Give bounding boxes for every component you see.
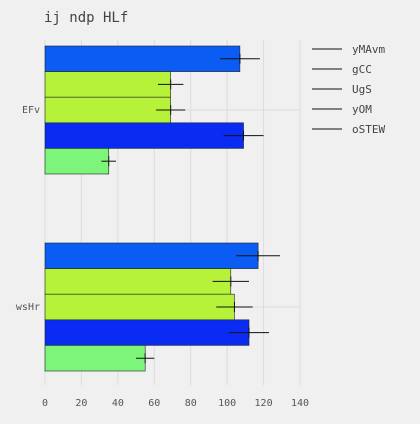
- legend-label: yOM: [352, 103, 372, 116]
- bar: [44, 293, 235, 321]
- bar: [44, 345, 146, 372]
- bar: [44, 45, 241, 72]
- x-tick-label: 40: [112, 398, 124, 409]
- legend-label: gCC: [352, 63, 372, 76]
- bar: [44, 96, 171, 124]
- category-label: wsHr: [16, 302, 40, 313]
- x-tick-labels: 0 20 40 60 80 100 120 140: [42, 398, 309, 409]
- legend-label: yMAvm: [352, 43, 385, 56]
- bar: [44, 122, 244, 149]
- x-tick-label: 20: [75, 398, 87, 409]
- legend: yMAvm gCC UgS yOM oSTEW: [312, 43, 385, 136]
- legend-label: oSTEW: [352, 123, 385, 136]
- bar: [44, 242, 259, 269]
- bar: [44, 268, 232, 295]
- x-tick-label: 60: [148, 398, 160, 409]
- bar: [44, 319, 250, 346]
- x-tick-label: 0: [42, 398, 48, 409]
- category-label: EFv: [22, 105, 40, 116]
- category-labels: EFv wsHr: [16, 105, 40, 313]
- x-tick-label: 80: [185, 398, 197, 409]
- bar: [44, 71, 171, 98]
- bars: [44, 45, 280, 372]
- legend-label: UgS: [352, 83, 372, 96]
- bar: [44, 148, 110, 175]
- x-tick-label: 120: [255, 398, 273, 409]
- chart-title: ij ndp HLf: [44, 10, 128, 26]
- x-tick-label: 140: [291, 398, 309, 409]
- x-tick-label: 100: [218, 398, 236, 409]
